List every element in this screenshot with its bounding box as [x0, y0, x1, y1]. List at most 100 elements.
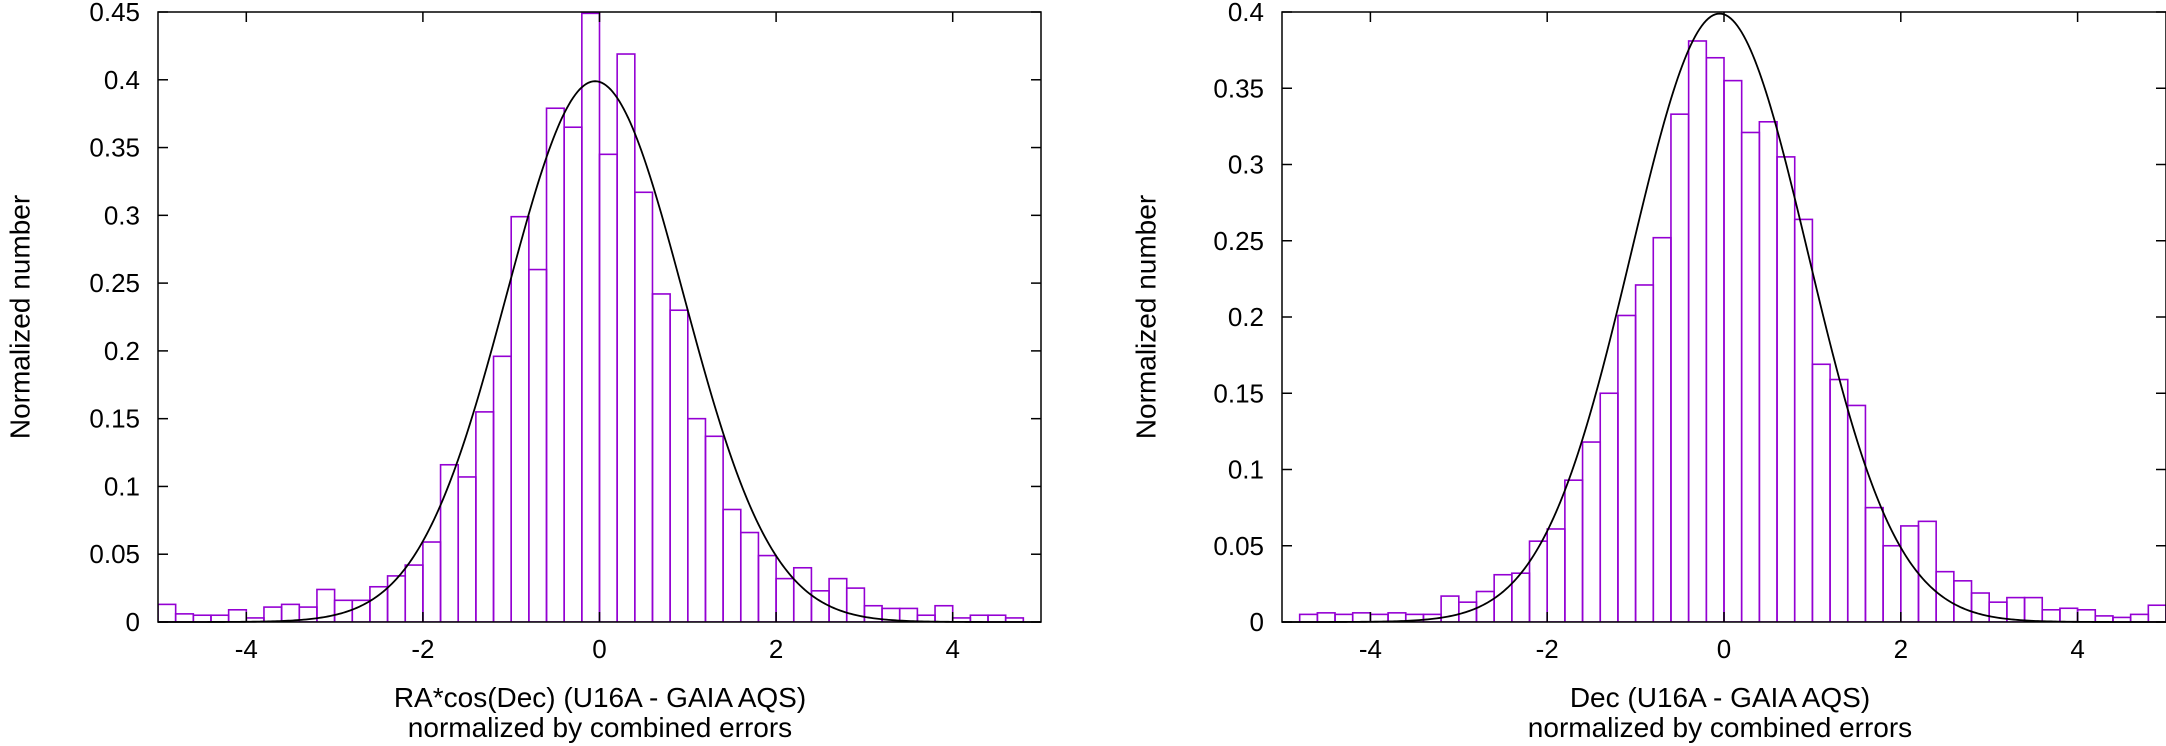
histogram-bar — [404, 564, 424, 622]
histogram-bar — [2023, 596, 2044, 622]
histogram-bar — [1546, 528, 1566, 622]
y-axis-label: Normalized number — [1130, 195, 1161, 439]
panel-ra-histogram: RA*cos(Dec) (U16A - GAIA AQS) normalized… — [4, 0, 1042, 743]
histogram-bar — [1351, 612, 1372, 622]
histogram-bar — [757, 554, 777, 622]
histogram-bar — [1882, 544, 1902, 622]
histogram-bar — [686, 417, 707, 622]
histogram-bar — [1687, 40, 1708, 622]
histogram-bar — [1829, 378, 1849, 622]
histogram-bar — [934, 604, 954, 622]
histogram-bar — [1493, 573, 1513, 622]
x-tick-label: -4 — [235, 634, 258, 664]
histogram-bar — [528, 268, 548, 622]
y-tick-label: 0.35 — [89, 133, 140, 163]
histogram-bar — [2059, 607, 2079, 622]
histogram-bar — [792, 566, 813, 622]
histogram-bar — [987, 614, 1007, 622]
bars-layer — [158, 12, 1025, 622]
histogram-bar — [422, 541, 442, 622]
gaussian-layer — [158, 80, 1041, 623]
histogram-bar — [158, 603, 177, 622]
panel-dec-histogram: Dec (U16A - GAIA AQS) normalized by comb… — [1130, 0, 2166, 743]
histogram-bar — [563, 126, 583, 622]
tick-labels-layer: -4 -2 0 2 4 0 0.05 0.1 0.15 0.2 0.25 0.3 0.35 0.4 — [1213, 0, 2084, 664]
y-tick-label: 0 — [126, 607, 140, 637]
histogram-bar — [581, 12, 601, 622]
y-tick-label: 0.35 — [1213, 73, 1264, 103]
histogram-bar — [210, 614, 230, 622]
x-tick-label: 0 — [592, 634, 606, 664]
tick-labels-layer: -4 -2 0 2 4 0 0.05 0.1 0.15 0.2 0.25 0.3 0.35 0.4 0.45 — [89, 0, 960, 664]
histogram-bar — [1705, 56, 1725, 622]
histogram-bar — [457, 476, 477, 622]
histogram-bar — [1953, 580, 1973, 622]
y-tick-label: 0.45 — [89, 0, 140, 27]
histogram-bar — [1617, 314, 1637, 622]
x-axis-label: RA*cos(Dec) (U16A - GAIA AQS) — [394, 682, 806, 713]
histogram-bar — [1634, 284, 1655, 622]
y-tick-label: 0.2 — [1228, 302, 1264, 332]
y-tick-label: 0.15 — [89, 404, 140, 434]
plot-frame — [1281, 11, 2166, 623]
y-tick-label: 0.2 — [104, 336, 140, 366]
histogram-bar — [2041, 608, 2061, 622]
histogram-bar — [651, 293, 671, 622]
gaussian-curve — [158, 80, 1041, 623]
histogram-bar — [369, 585, 389, 622]
histogram-bar — [1776, 156, 1796, 622]
histogram-bar — [2076, 608, 2097, 622]
histogram-bar — [1864, 506, 1884, 622]
histogram-bar — [1670, 113, 1690, 622]
histogram-bar — [1723, 79, 1743, 622]
histogram-bar — [192, 614, 212, 622]
y-tick-label: 0.1 — [104, 471, 140, 501]
histogram-bar — [386, 575, 407, 622]
histogram-bar — [545, 107, 565, 622]
y-tick-label: 0.25 — [89, 268, 140, 298]
histogram-bar — [227, 608, 248, 622]
histogram-bar — [1758, 121, 1778, 622]
histogram-bar — [1298, 613, 1319, 622]
y-tick-label: 0.4 — [104, 65, 140, 95]
histogram-bar — [775, 577, 795, 622]
histogram-bar — [1917, 520, 1937, 622]
histogram-bar — [634, 191, 654, 622]
x-tick-label: 4 — [945, 634, 959, 664]
histogram-bar — [1935, 570, 1955, 622]
histogram-bar — [1599, 392, 1619, 622]
histogram-bar — [2147, 604, 2166, 622]
y-tick-label: 0.3 — [1228, 150, 1264, 180]
histogram-bar — [439, 463, 460, 622]
y-tick-label: 0.05 — [89, 539, 140, 569]
x-tick-label: 2 — [1894, 634, 1908, 664]
histogram-bar — [1900, 525, 1920, 622]
histogram-bar — [704, 435, 724, 622]
x-tick-label: -2 — [411, 634, 434, 664]
histogram-bar — [1316, 612, 1336, 622]
x-axis-label-line2: normalized by combined errors — [1528, 712, 1912, 743]
x-tick-label: 4 — [2070, 634, 2084, 664]
y-tick-label: 0.3 — [104, 200, 140, 230]
y-tick-label: 0.15 — [1213, 378, 1264, 408]
x-tick-label: -4 — [1359, 634, 1382, 664]
histogram-bar — [1652, 236, 1672, 622]
histogram-bar — [263, 606, 283, 622]
histogram-bar — [1740, 131, 1761, 622]
histogram-bar — [828, 577, 848, 622]
histogram-bar — [1970, 592, 1991, 622]
y-tick-label: 0.1 — [1228, 455, 1264, 485]
x-tick-label: -2 — [1536, 634, 1559, 664]
histogram-bar — [1793, 218, 1814, 622]
x-axis-label-line2: normalized by combined errors — [408, 712, 792, 743]
y-tick-label: 0 — [1250, 607, 1264, 637]
histogram-bar — [969, 614, 989, 622]
histogram-bar — [475, 411, 495, 622]
histogram-bar — [722, 508, 742, 622]
histogram-bar — [669, 309, 689, 622]
histogram-bar — [1528, 540, 1549, 622]
x-tick-label: 2 — [769, 634, 783, 664]
y-tick-label: 0.05 — [1213, 531, 1264, 561]
plot-frame — [157, 11, 1042, 623]
